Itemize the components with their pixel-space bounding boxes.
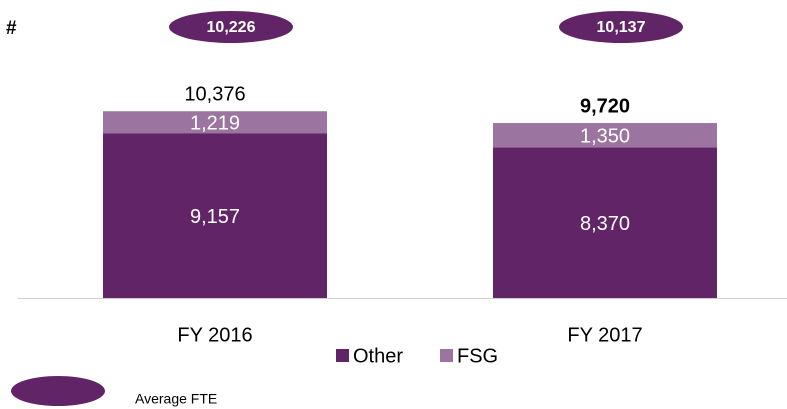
segment-label: 9,157 — [190, 206, 240, 228]
legend-label: Other — [353, 345, 403, 367]
bar-segment — [493, 147, 717, 298]
legend-label: FSG — [457, 345, 498, 367]
x-tick-label: FY 2016 — [177, 324, 252, 346]
y-axis-label: # — [6, 18, 17, 39]
average-label: 10,226 — [207, 19, 256, 36]
segment-label: 1,350 — [580, 125, 630, 147]
legend-average-label: Average FTE — [135, 391, 217, 407]
legend-swatch — [440, 349, 453, 362]
segment-label: 8,370 — [580, 213, 630, 235]
total-label: 9,720 — [580, 95, 630, 117]
average-badge — [559, 11, 683, 43]
bar-segment — [103, 111, 327, 134]
average-label: 10,137 — [597, 19, 646, 36]
legend-average-swatch — [11, 376, 105, 406]
legend-swatch — [336, 349, 349, 362]
bar-segment — [493, 123, 717, 148]
total-label: 10,376 — [184, 84, 245, 106]
average-badge — [169, 11, 293, 43]
segment-label: 1,219 — [190, 112, 240, 134]
bar-segment — [103, 133, 327, 298]
x-tick-label: FY 2017 — [567, 324, 642, 346]
